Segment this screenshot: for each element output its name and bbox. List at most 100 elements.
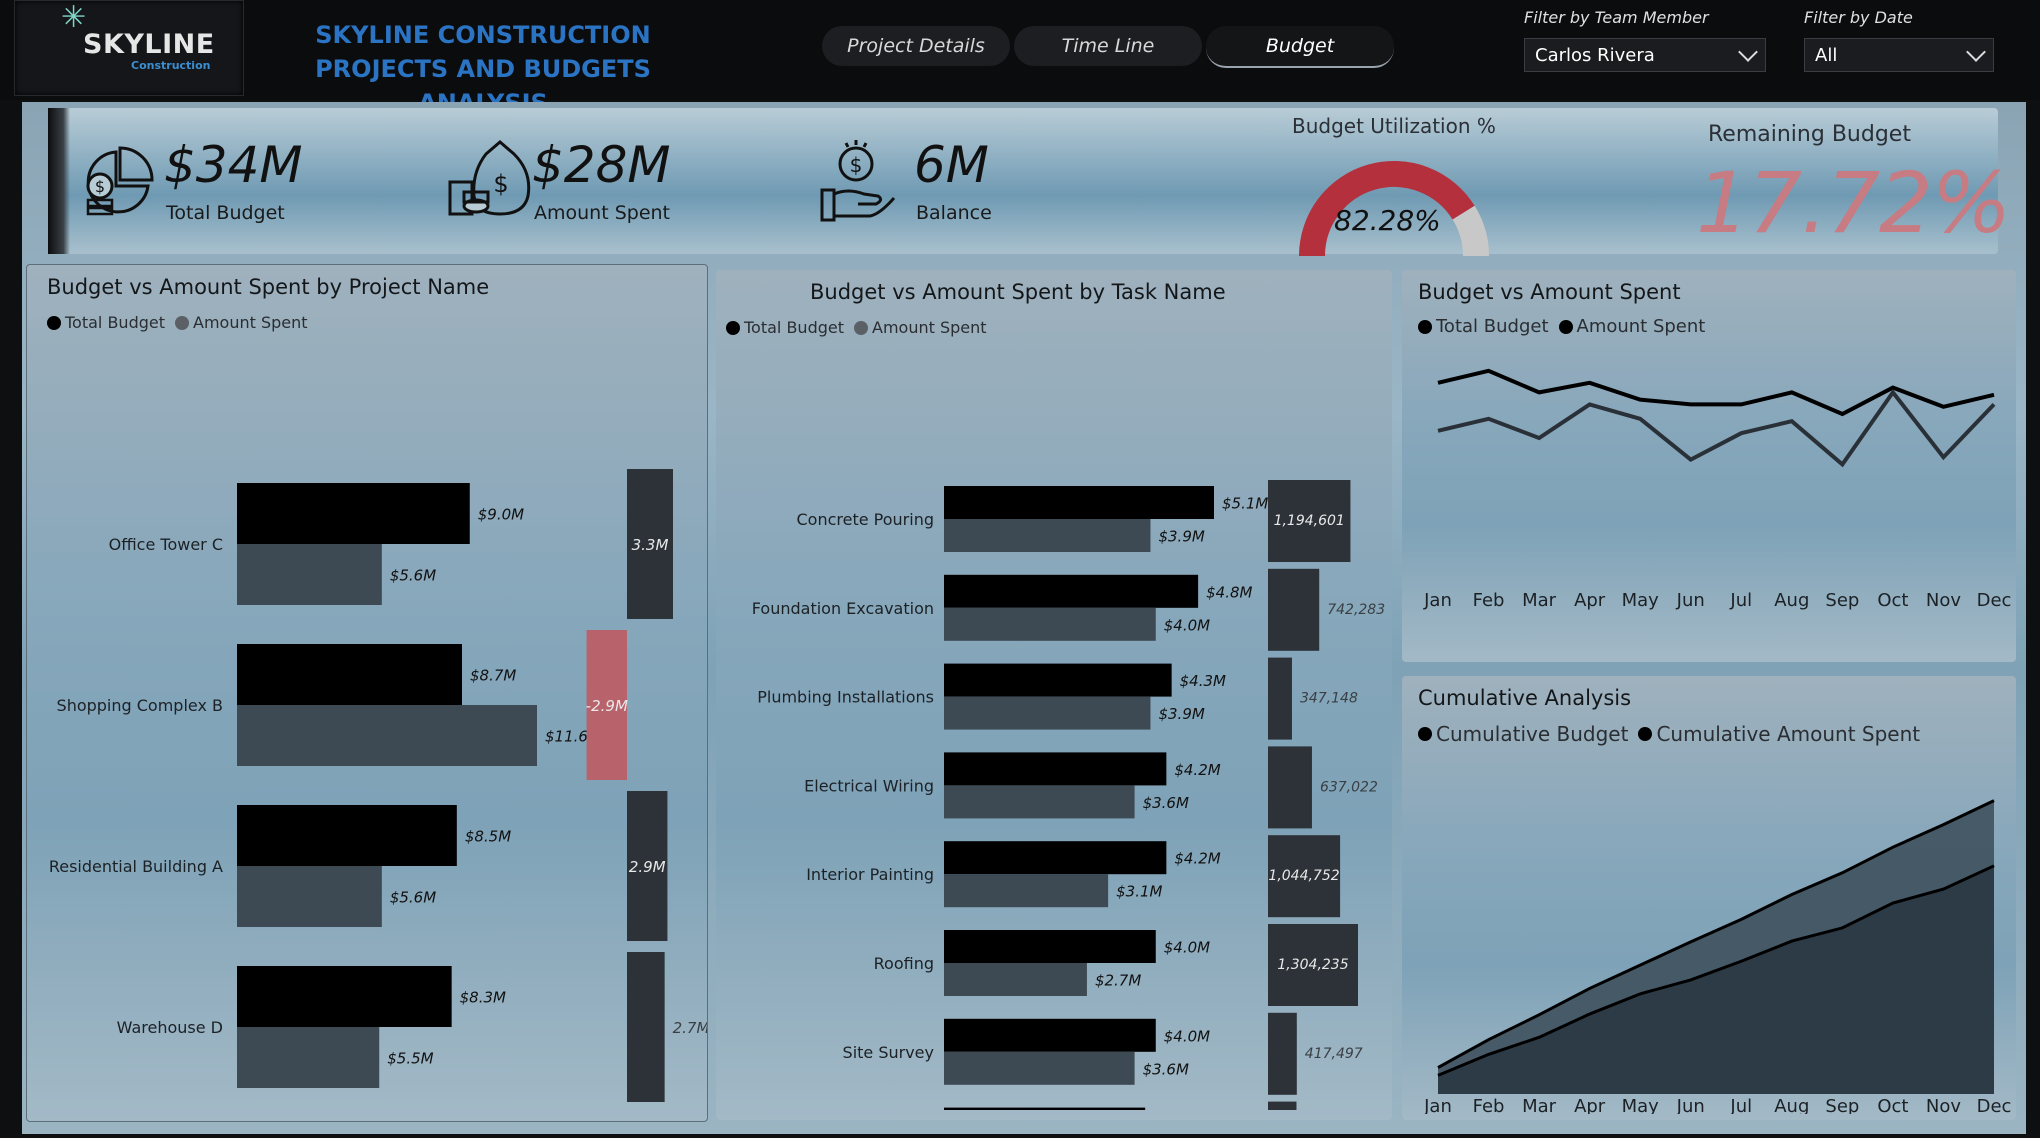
date-dropdown[interactable]: All [1804,38,1994,72]
line-chart-legend: Total Budget Amount Spent [1418,316,1705,337]
amount-spent-label: Amount Spent [534,202,671,224]
logo-subtitle: Construction [131,59,211,72]
task-chart-legend: Total Budget Amount Spent [726,318,987,337]
total-budget-value: $34M [164,136,303,194]
legend-item-amount-spent: Amount Spent [1558,316,1705,337]
budget-bar [944,574,1199,608]
gauge-rest-arc [1452,205,1489,256]
category-label: Foundation Excavation [752,599,934,618]
budget-bar [944,486,1214,519]
x-tick-label: Mar [1522,590,1557,611]
spent-value-label: $3.9M [1158,528,1204,546]
spent-value-label: $3.1M [1116,883,1162,901]
balance-value-label: 1,304,235 [1277,957,1348,973]
legend-item-total-budget: Total Budget [47,313,165,332]
hand-coin-icon: $ [820,140,896,222]
tab-budget[interactable]: Budget [1206,26,1394,68]
budget-bar [237,483,470,544]
balance-value-label: 1,044,752 [1268,868,1339,884]
balance-bar [1268,657,1292,740]
x-tick-label: Apr [1574,1096,1606,1114]
budget-value-label: $4.0M [1164,939,1210,957]
dashboard-title-line1: SKYLINE CONSTRUCTION [315,21,651,49]
spent-bar [944,696,1151,730]
x-tick-label: Nov [1926,590,1961,611]
cumulative-spent-area [1438,865,1994,1094]
balance-value-label: 637,022 [1320,779,1378,795]
legend-label-cumulative-spent: Cumulative Amount Spent [1656,722,1921,746]
spent-value-label: $5.6M [390,567,436,585]
budget-value-label: $4.3M [1180,672,1226,690]
spent-bar [237,1027,380,1088]
balance-bar [627,791,668,941]
category-label: Office Tower C [109,535,223,554]
star-icon: ✳ [61,0,87,35]
spent-value-label: $3.9M [1158,705,1204,723]
spent-bar [944,785,1135,819]
line-chart-title: Budget vs Amount Spent [1418,280,1681,304]
budget-bar [237,966,452,1027]
balance-bar [1268,924,1358,1006]
category-label: Shopping Complex B [57,696,223,715]
category-label: Residential Building A [49,857,223,876]
budget-line-panel: Budget vs Amount Spent Total Budget Amou… [1402,270,2016,662]
money-bag-icon: $ [448,140,531,216]
budget-value-label: $4.2M [1174,850,1220,868]
filter-team-member: Filter by Team Member Carlos Rivera [1524,8,1766,72]
spent-bar [944,1051,1135,1085]
balance-value-label: 2.7M [673,1019,707,1037]
utilization-value: 82.28% [1334,204,1441,237]
x-tick-label: Sep [1825,590,1859,611]
category-label: Roofing [874,954,934,973]
x-tick-label: Jan [1423,1096,1452,1114]
legend-item-amount-spent: Amount Spent [854,318,987,337]
legend-dot-total-budget [726,320,740,335]
balance-bar [1268,746,1312,829]
category-label: Plumbing Installations [757,688,934,707]
budget-bar [944,1107,1146,1110]
balance-bar [627,952,665,1102]
spent-bar [237,705,537,766]
budget-value-label: $8.5M [465,828,511,846]
logo-name: SKYLINE [83,29,215,60]
spent-bar [944,607,1156,641]
utilization-gauge [1299,161,1489,256]
project-chart-legend: Total Budget Amount Spent [47,313,308,332]
legend-dot-amount-spent [854,320,868,335]
spent-value-label: $3.6M [1143,1060,1189,1078]
gauge-fill-arc [1299,161,1475,256]
balance-value-label: 2.9M [629,858,666,876]
remaining-budget-value: 17.72% [1696,154,2011,252]
spent-bar [944,963,1087,996]
legend-dot-amount-spent [1558,319,1573,334]
x-tick-label: Oct [1877,1096,1908,1114]
budget-value-label: $4.8M [1206,583,1252,601]
chevron-down-icon [1966,42,1986,62]
team-member-dropdown[interactable]: Carlos Rivera [1524,38,1766,72]
legend-label-amount-spent: Amount Spent [193,313,308,332]
budget-bar [944,930,1156,963]
x-tick-label: Jun [1676,590,1705,611]
utilization-gauge-title: Budget Utilization % [1292,114,1496,138]
legend-item-total-budget: Total Budget [1418,316,1549,337]
legend-dot-cumulative-spent [1638,727,1653,741]
x-tick-label: Feb [1473,1096,1505,1114]
balance-value: 6M [914,136,989,194]
remaining-budget-title: Remaining Budget [1708,122,1911,147]
tab-time-line[interactable]: Time Line [1014,26,1202,66]
legend-label-total-budget: Total Budget [65,313,165,332]
category-label: Warehouse D [117,1018,223,1037]
budget-value-label: $4.0M [1164,1027,1210,1045]
budget-line-chart: Jan Feb Mar Apr May Jun Jul Aug Sep Oct Nov Dec [1423,368,2011,611]
category-label: Electrical Wiring [804,776,934,795]
budget-bar [237,805,457,866]
x-tick-label: Mar [1522,1096,1557,1114]
task-budget-panel: Budget vs Amount Spent by Task Name Tota… [716,270,1392,1120]
budget-bar [944,663,1172,697]
budget-value-label: $4.2M [1174,761,1220,779]
spent-value-label: $5.6M [390,889,436,907]
page-tabs: Project Details Time Line Budget [822,26,1394,68]
x-tick-label: Jun [1676,1096,1705,1114]
tab-project-details[interactable]: Project Details [822,26,1010,66]
balance-value-label: 742,283 [1327,602,1385,618]
